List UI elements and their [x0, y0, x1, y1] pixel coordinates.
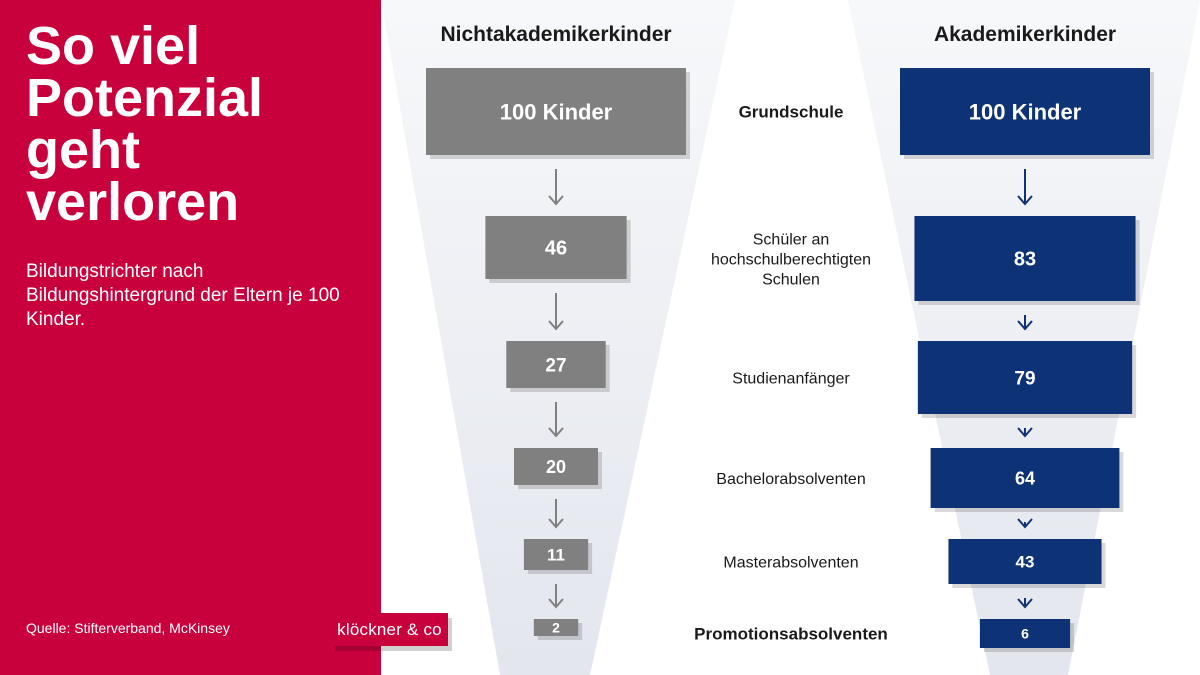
funnel-bar [533, 619, 579, 636]
down-arrow-head [548, 598, 564, 609]
bar-value-label: 64 [1015, 468, 1035, 488]
down-arrow-head [548, 195, 564, 206]
source-note: Quelle: Stifterverband, McKinsey [26, 620, 230, 636]
down-arrow-head [548, 518, 564, 529]
funnel-bar [900, 68, 1150, 155]
series-title-nichtakademiker: Nichtakademikerkinder [440, 23, 671, 46]
down-arrow-head [1017, 427, 1033, 438]
stage-label: Masterabsolventen [723, 555, 858, 572]
stage-label: Studienanfänger [732, 371, 850, 388]
bar-value-label: 46 [545, 238, 567, 260]
page-title: So viel Potenzial geht verloren [26, 16, 264, 232]
bar-value-label: 2 [552, 620, 560, 636]
title-panel: So viel Potenzial geht verloren Bildungs… [0, 0, 381, 675]
funnel-bar [426, 68, 686, 155]
down-arrow-head [548, 427, 564, 438]
bar-value-label: 20 [546, 457, 566, 477]
subtitle: Bildungstrichter nach Bildungshintergrun… [26, 261, 340, 330]
bar-value-label: 100 Kinder [969, 99, 1082, 124]
funnel-background-right [848, 0, 1200, 675]
down-arrow-head [548, 320, 564, 331]
stage-label: Grundschule [739, 103, 844, 122]
down-arrow-head [1017, 195, 1033, 206]
funnel-bar [917, 341, 1133, 414]
funnel-bar [914, 216, 1136, 301]
funnel-bar [506, 341, 606, 388]
funnel-bar [948, 539, 1102, 584]
funnel-bar [485, 216, 627, 279]
funnel-background-left [381, 0, 735, 675]
stage-label: Bachelorabsolventen [716, 471, 865, 488]
bar-value-label: 11 [547, 546, 565, 565]
bar-value-label: 43 [1016, 553, 1035, 572]
logo-text: klöckner & co [337, 619, 442, 639]
down-arrow-head [1017, 320, 1033, 331]
stage-label: Schüler an [753, 232, 830, 249]
bar-value-label: 6 [1021, 626, 1029, 642]
funnel-bar [979, 619, 1071, 648]
funnel-bar [523, 539, 589, 570]
funnel-bar [930, 448, 1120, 508]
down-arrow-head [1017, 598, 1033, 609]
bar-value-label: 79 [1014, 368, 1035, 389]
down-arrow-head [1017, 518, 1033, 529]
bar-value-label: 27 [545, 355, 566, 376]
stage-label: Schulen [762, 272, 820, 289]
bar-value-label: 100 Kinder [500, 99, 613, 124]
series-title-akademiker: Akademikerkinder [934, 23, 1116, 46]
company-logo: klöckner & co [331, 613, 448, 646]
funnel-bar [514, 448, 598, 485]
stage-label: hochschulberechtigten [711, 252, 871, 269]
bar-value-label: 83 [1014, 249, 1036, 271]
stage-label: Promotionsabsolventen [694, 625, 888, 644]
